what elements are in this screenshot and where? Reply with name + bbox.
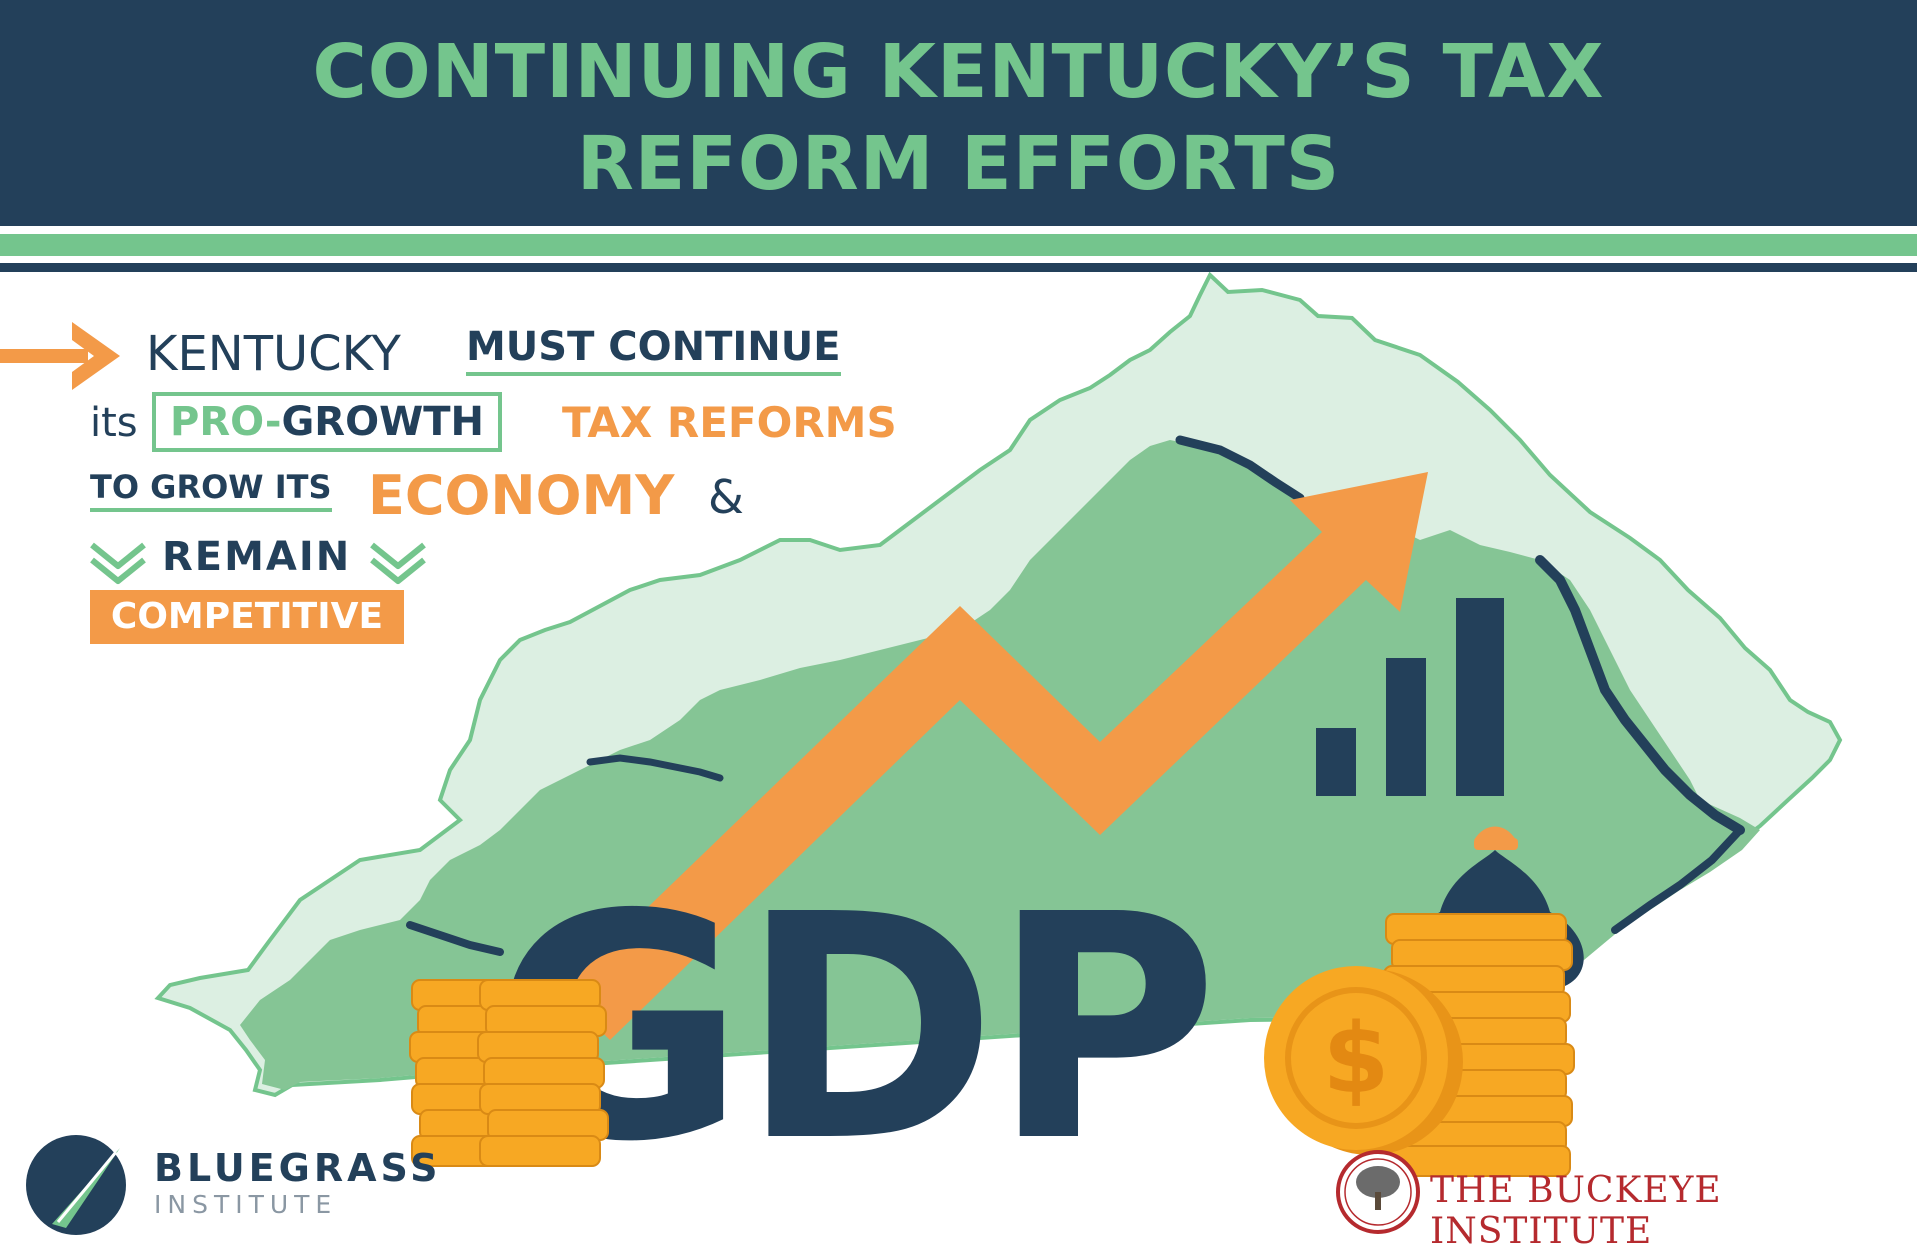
- divider-green: [0, 234, 1917, 256]
- text-growth: GROWTH: [281, 399, 484, 445]
- text-competitive: COMPETITIVE: [90, 590, 404, 644]
- pro-growth-box: PRO-GROWTH: [152, 392, 502, 452]
- gdp-text: GDP: [492, 849, 1213, 1210]
- divider-white-bottom: [0, 256, 1917, 263]
- river-border-mid: [586, 754, 724, 782]
- text-remain: REMAIN: [162, 534, 352, 580]
- header-banner: CONTINUING KENTUCKY’S TAX REFORM EFFORTS: [0, 0, 1917, 226]
- coin-stack-icon-right: [1383, 913, 1575, 1177]
- divider-navy: [0, 263, 1917, 272]
- divider-white-top: [0, 226, 1917, 234]
- text-must-continue: MUST CONTINUE: [466, 324, 841, 376]
- kentucky-inner-region: [240, 440, 1760, 1090]
- text-its: its: [90, 400, 138, 446]
- river-border-east: [1535, 555, 1745, 835]
- chevron-down-icon-left: [90, 542, 146, 584]
- text-economy: ECONOMY: [368, 464, 675, 527]
- text-pro: PRO-: [170, 399, 282, 445]
- text-kentucky: KENTUCKY: [146, 326, 401, 382]
- bluegrass-logo-icon: [26, 1135, 126, 1235]
- buckeye-tree-icon: [1336, 1150, 1420, 1234]
- gdp-illustration: GDP $: [0, 272, 1843, 1235]
- buckeye-logo-name: THE BUCKEYE INSTITUTE: [1430, 1170, 1722, 1252]
- chevron-down-icon-right: [370, 542, 426, 584]
- river-border-south: [1611, 826, 1744, 934]
- text-ampersand: &: [708, 470, 744, 524]
- title-line-1: CONTINUING KENTUCKY’S TAX: [312, 29, 1605, 115]
- arrow-right-icon: [0, 322, 120, 390]
- text-to-grow-its: TO GROW ITS: [90, 468, 332, 512]
- bluegrass-logo-sub: INSTITUTE: [154, 1190, 338, 1219]
- river-border-west: [406, 921, 504, 956]
- river-border-north: [1175, 435, 1305, 503]
- bar-chart-icon: [1316, 598, 1504, 796]
- title-line-2: REFORM EFFORTS: [576, 121, 1341, 207]
- bluegrass-logo-name: BLUEGRASS: [154, 1146, 442, 1190]
- dollar-coin-icon: $: [1264, 966, 1463, 1155]
- coin-stack-icon-left: [409, 979, 609, 1167]
- svg-text:$: $: [1323, 1003, 1390, 1115]
- text-tax-reforms: TAX REFORMS: [562, 398, 897, 447]
- page-title: CONTINUING KENTUCKY’S TAX REFORM EFFORTS: [0, 26, 1917, 210]
- trend-arrow-icon: [560, 472, 1428, 1040]
